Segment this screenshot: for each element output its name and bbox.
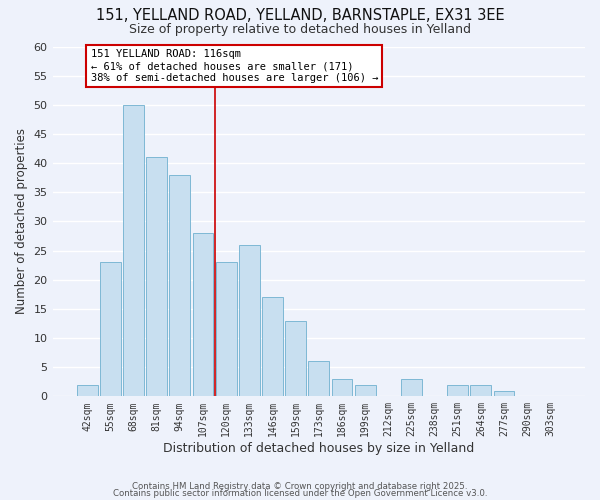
Bar (494, 390, 514, 396)
Bar (100, 262, 121, 396)
Bar (239, 244, 260, 396)
Text: 151 YELLAND ROAD: 116sqm
← 61% of detached houses are smaller (171)
38% of semi-: 151 YELLAND ROAD: 116sqm ← 61% of detach… (91, 50, 378, 82)
Bar (193, 233, 214, 396)
Bar (169, 175, 190, 396)
Bar (470, 384, 491, 396)
Bar (308, 362, 329, 396)
Bar (332, 379, 352, 396)
Bar (355, 384, 376, 396)
Text: Contains HM Land Registry data © Crown copyright and database right 2025.: Contains HM Land Registry data © Crown c… (132, 482, 468, 491)
Bar (285, 320, 306, 396)
Text: Size of property relative to detached houses in Yelland: Size of property relative to detached ho… (129, 22, 471, 36)
Bar (77, 384, 98, 396)
Bar (216, 262, 236, 396)
Bar (262, 297, 283, 396)
Text: Contains public sector information licensed under the Open Government Licence v3: Contains public sector information licen… (113, 490, 487, 498)
Bar (146, 158, 167, 396)
Y-axis label: Number of detached properties: Number of detached properties (15, 128, 28, 314)
X-axis label: Distribution of detached houses by size in Yelland: Distribution of detached houses by size … (163, 442, 475, 455)
Bar (401, 379, 422, 396)
Bar (448, 384, 468, 396)
Text: 151, YELLAND ROAD, YELLAND, BARNSTAPLE, EX31 3EE: 151, YELLAND ROAD, YELLAND, BARNSTAPLE, … (95, 8, 505, 22)
Bar (123, 105, 144, 397)
